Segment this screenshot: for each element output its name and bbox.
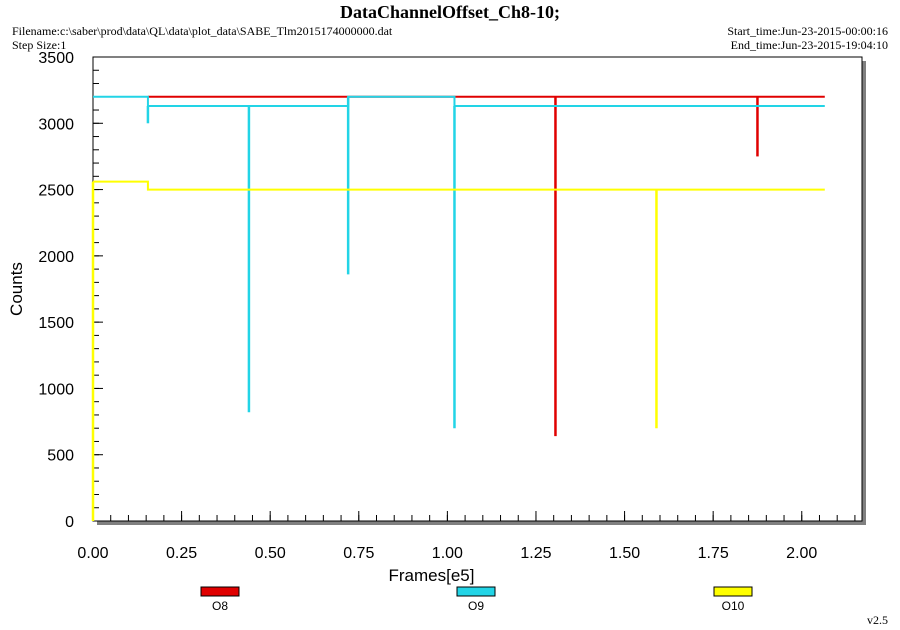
start-time-label: Start_time:Jun-23-2015-00:00:16 <box>727 24 888 38</box>
x-tick-label: 1.25 <box>520 545 551 562</box>
x-tick-label: 1.00 <box>432 545 463 562</box>
x-tick-label: 1.50 <box>609 545 640 562</box>
legend-label-O10: O10 <box>722 599 745 613</box>
step-size-label: Step Size:1 <box>12 38 67 52</box>
x-tick-label: 0.00 <box>77 545 108 562</box>
plot-area <box>92 56 863 522</box>
filename-label: Filename:c:\saber\prod\data\QL\data\plot… <box>12 24 393 38</box>
y-axis-label: Counts <box>7 262 26 316</box>
x-tick-label: 0.25 <box>166 545 197 562</box>
y-tick-label: 3500 <box>38 50 74 67</box>
y-tick-label: 2500 <box>38 183 74 200</box>
y-tick-label: 1500 <box>38 315 74 332</box>
end-time-label: End_time:Jun-23-2015-19:04:10 <box>730 38 888 52</box>
x-tick-label: 2.00 <box>786 545 817 562</box>
legend-swatch-O9 <box>456 586 496 597</box>
y-tick-label: 0 <box>65 514 74 531</box>
series-line-O10 <box>93 180 825 191</box>
x-tick-label: 0.75 <box>343 545 374 562</box>
x-tick-label: 0.50 <box>255 545 286 562</box>
x-tick-label: 1.75 <box>698 545 729 562</box>
y-tick-label: 1000 <box>38 381 74 398</box>
legend-swatch-O10 <box>713 586 753 597</box>
y-tick-label: 2000 <box>38 249 74 266</box>
version-label: v2.5 <box>867 613 888 627</box>
x-axis-label: Frames[e5] <box>389 566 475 585</box>
y-tick-label: 3000 <box>38 116 74 133</box>
y-tick-label: 500 <box>47 448 74 465</box>
legend-swatch-O8 <box>200 586 240 597</box>
legend-label-O9: O9 <box>468 599 484 613</box>
chart-title: DataChannelOffset_Ch8-10; <box>340 2 560 22</box>
legend-label-O8: O8 <box>212 599 228 613</box>
